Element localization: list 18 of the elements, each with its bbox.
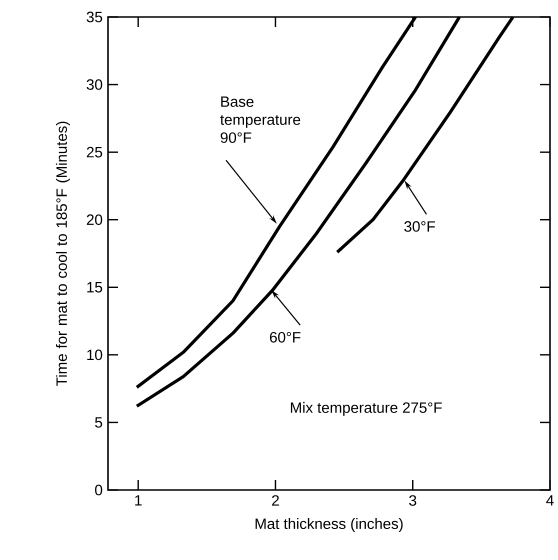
- annotation: Base temperature 90°F: [220, 96, 300, 143]
- x-tick-label: 3: [409, 495, 416, 506]
- y-tick-label: 20: [86, 214, 102, 226]
- y-tick-label: 25: [86, 146, 102, 158]
- annotation: 30°F: [404, 221, 435, 232]
- y-tick-label: 15: [87, 282, 102, 293]
- annotation: Mix temperature 275°F: [290, 402, 442, 416]
- x-axis-title: Mat thickness (inches): [256, 518, 403, 532]
- y-tick-label: 5: [95, 417, 102, 428]
- y-tick-label: 10: [87, 350, 102, 360]
- y-tick-label: 30: [86, 79, 102, 90]
- x-tick-label: 2: [272, 495, 279, 506]
- y-axis-title: Time for mat to cool to 185°F (Minutes): [56, 122, 70, 386]
- annotation: 60°F: [270, 332, 300, 343]
- y-tick-label: 0: [95, 484, 102, 496]
- y-tick-label: 35: [86, 12, 102, 22]
- x-tick-label: 1: [135, 495, 142, 506]
- x-tick-label: 4: [546, 495, 554, 506]
